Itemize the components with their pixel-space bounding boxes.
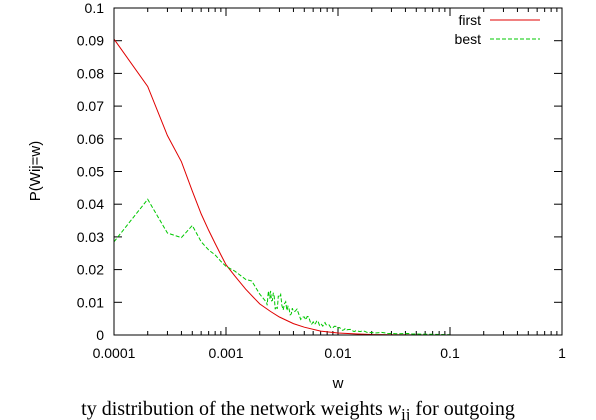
y-tick-label: 0.1 bbox=[85, 0, 105, 16]
x-axis-label: w bbox=[332, 375, 344, 392]
x-tick-label: 0.01 bbox=[324, 345, 351, 361]
y-tick-label: 0.03 bbox=[77, 229, 104, 245]
y-tick-label: 0.06 bbox=[77, 131, 104, 147]
y-tick-label: 0.04 bbox=[77, 196, 104, 212]
series-line-first bbox=[113, 38, 450, 336]
x-tick-label: 0.001 bbox=[208, 345, 243, 361]
series-layer bbox=[113, 38, 451, 336]
legend-label-best: best bbox=[455, 31, 482, 47]
x-tick-label: 1 bbox=[558, 345, 566, 361]
y-tick-label: 0 bbox=[96, 327, 104, 343]
y-tick-label: 0.08 bbox=[77, 65, 104, 81]
series-line-best bbox=[113, 198, 451, 336]
axis-ticks bbox=[113, 7, 563, 336]
y-axis-label: P(Wij=w) bbox=[27, 141, 44, 201]
legend-label-first: first bbox=[458, 12, 481, 28]
x-tick-label: 0.0001 bbox=[93, 345, 136, 361]
y-tick-label: 0.07 bbox=[77, 98, 104, 114]
y-tick-label: 0.05 bbox=[77, 164, 104, 180]
tick-labels: 0.0001 0.001 0.01 0.1 1 0 0.01 0.02 0.03 0.04 0.05… bbox=[77, 0, 566, 361]
y-tick-label: 0.01 bbox=[77, 294, 104, 310]
legend: first best bbox=[455, 12, 540, 47]
y-tick-label: 0.02 bbox=[77, 262, 104, 278]
plot-frame bbox=[113, 7, 563, 336]
figure-caption: ty distribution of the network weights w… bbox=[81, 398, 515, 420]
x-tick-label: 0.1 bbox=[440, 345, 460, 361]
y-tick-label: 0.09 bbox=[77, 33, 104, 49]
